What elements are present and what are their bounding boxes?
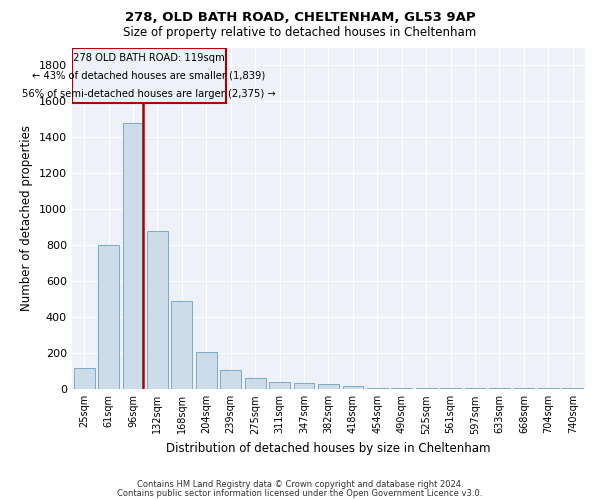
- Bar: [98, 246, 119, 390]
- Bar: [343, 386, 363, 390]
- Bar: [73, 48, 226, 104]
- Text: ← 43% of detached houses are smaller (1,839): ← 43% of detached houses are smaller (1,…: [32, 71, 266, 81]
- Bar: [196, 352, 217, 390]
- Bar: [514, 388, 535, 390]
- Bar: [172, 301, 192, 390]
- Bar: [562, 388, 583, 390]
- X-axis label: Distribution of detached houses by size in Cheltenham: Distribution of detached houses by size …: [166, 442, 491, 455]
- Y-axis label: Number of detached properties: Number of detached properties: [20, 126, 34, 312]
- Bar: [245, 378, 266, 390]
- Bar: [147, 231, 168, 390]
- Text: Size of property relative to detached houses in Cheltenham: Size of property relative to detached ho…: [124, 26, 476, 39]
- Bar: [269, 382, 290, 390]
- Text: 56% of semi-detached houses are larger (2,375) →: 56% of semi-detached houses are larger (…: [22, 89, 276, 99]
- Text: 278 OLD BATH ROAD: 119sqm: 278 OLD BATH ROAD: 119sqm: [73, 52, 225, 62]
- Bar: [122, 123, 143, 390]
- Bar: [538, 388, 559, 390]
- Text: Contains public sector information licensed under the Open Government Licence v3: Contains public sector information licen…: [118, 488, 482, 498]
- Bar: [416, 388, 437, 390]
- Bar: [74, 368, 95, 390]
- Bar: [367, 388, 388, 390]
- Bar: [220, 370, 241, 390]
- Text: 278, OLD BATH ROAD, CHELTENHAM, GL53 9AP: 278, OLD BATH ROAD, CHELTENHAM, GL53 9AP: [125, 11, 475, 24]
- Bar: [391, 388, 412, 390]
- Text: Contains HM Land Registry data © Crown copyright and database right 2024.: Contains HM Land Registry data © Crown c…: [137, 480, 463, 489]
- Bar: [464, 388, 485, 390]
- Bar: [489, 388, 510, 390]
- Bar: [440, 388, 461, 390]
- Bar: [318, 384, 339, 390]
- Bar: [293, 383, 314, 390]
